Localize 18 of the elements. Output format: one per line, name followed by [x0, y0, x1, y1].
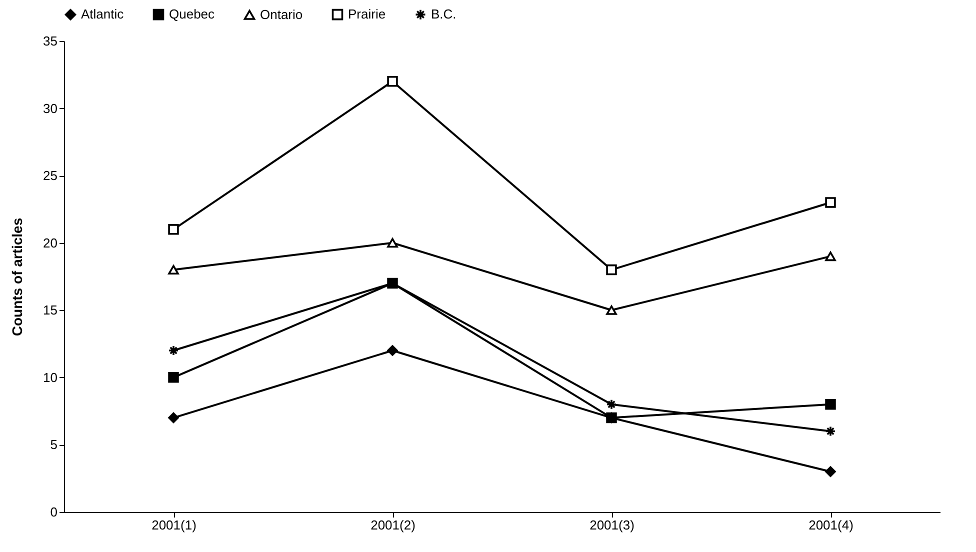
legend-label: Atlantic [81, 6, 124, 22]
legend-label: Ontario [260, 6, 303, 22]
y-tick-label: 25 [43, 168, 58, 184]
y-tick-label: 10 [43, 370, 58, 385]
y-tick-label: 35 [43, 34, 58, 48]
y-tick-label: 15 [43, 302, 58, 318]
y-tick-label: 30 [43, 100, 58, 116]
x-tick-label: 2001(1) [152, 518, 196, 532]
legend-label: Quebec [169, 6, 216, 22]
y-tick-label: 5 [50, 437, 58, 452]
y-tick-label: 0 [50, 504, 58, 520]
y-tick-label: 20 [43, 235, 58, 250]
x-tick-label: 2001(2) [370, 518, 416, 532]
x-tick-label: 2001(3) [590, 518, 634, 532]
y-axis-title: Counts of articles [9, 218, 26, 336]
legend-label: B.C. [431, 6, 456, 22]
legend-label: Prairie [348, 6, 386, 22]
x-tick-label: 2001(4) [808, 518, 854, 532]
